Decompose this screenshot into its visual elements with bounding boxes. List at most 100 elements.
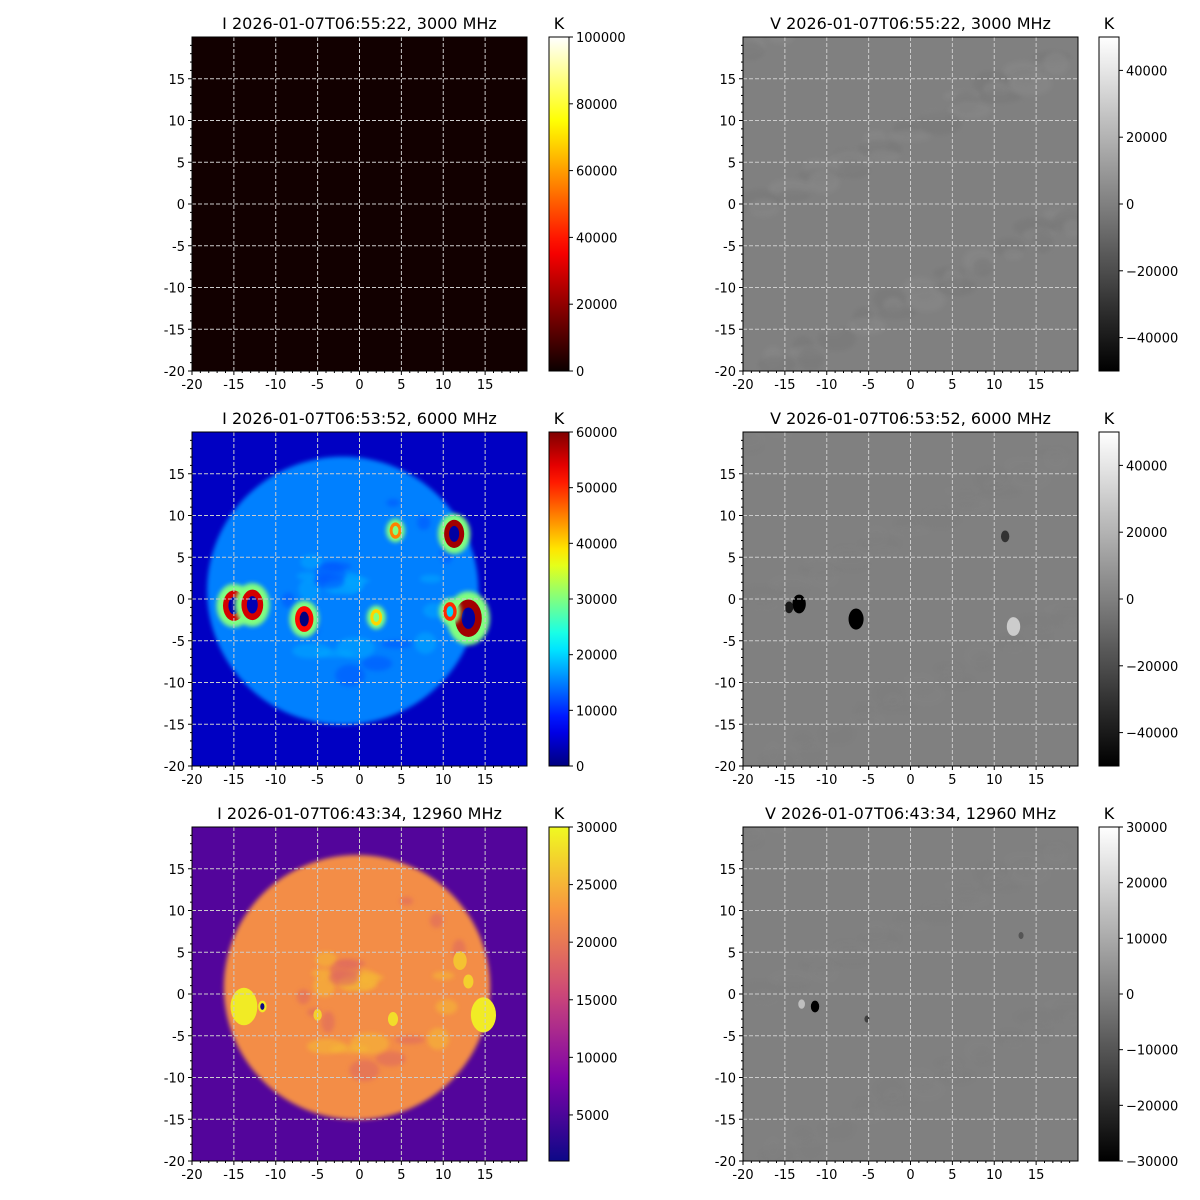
noise-texture — [808, 960, 840, 984]
panel-title: V 2026-01-07T06:43:34, 12960 MHz — [765, 804, 1056, 823]
x-tick-label: 0 — [906, 1168, 914, 1183]
noise-texture — [778, 584, 810, 596]
colorbar-tick-label: 60000 — [576, 165, 617, 180]
colorbar — [1098, 36, 1120, 372]
y-tick-label: 15 — [719, 468, 736, 483]
y-tick-label: -20 — [715, 760, 736, 775]
x-tick-label: 5 — [948, 1168, 956, 1183]
noise-texture — [798, 742, 824, 766]
x-tick-label: 10 — [986, 1168, 1003, 1183]
y-tick-label: 0 — [177, 198, 185, 213]
source-core — [392, 525, 399, 536]
disk-texture — [394, 1035, 426, 1045]
heatmap-image — [743, 432, 1078, 766]
colorbar-tick-label: 20000 — [576, 936, 617, 951]
y-tick-label: 10 — [168, 510, 185, 525]
x-tick-label: 15 — [477, 773, 494, 788]
x-tick-label: 10 — [435, 1168, 452, 1183]
colorbar-tick-label: 20000 — [576, 649, 617, 664]
noise-texture — [848, 1107, 886, 1125]
source-core — [260, 1003, 265, 1010]
colorbar-tick-label: 20000 — [1126, 526, 1167, 541]
y-tick-label: 15 — [168, 468, 185, 483]
colorbar-tick-label: −30000 — [1126, 1155, 1178, 1170]
x-tick-label: -15 — [223, 1168, 244, 1183]
noise-texture — [748, 989, 780, 1007]
noise-texture — [838, 950, 870, 968]
noise-texture — [973, 1048, 993, 1066]
x-tick-label: 10 — [986, 378, 1003, 393]
y-tick-label: -5 — [723, 635, 736, 650]
disk-texture — [417, 514, 431, 530]
y-tick-label: 0 — [728, 198, 736, 213]
noise-texture — [908, 1078, 946, 1102]
noise-texture — [798, 1137, 824, 1161]
noise-texture — [1033, 229, 1053, 253]
x-tick-label: 5 — [397, 773, 405, 788]
colorbar — [548, 826, 570, 1162]
y-tick-label: -15 — [164, 1113, 185, 1128]
noise-texture — [748, 594, 780, 612]
noise-texture — [748, 199, 780, 217]
noise-texture — [1033, 1019, 1053, 1043]
noise-texture — [758, 1146, 796, 1161]
noise-texture — [1043, 447, 1069, 471]
noise-texture — [818, 327, 856, 351]
y-tick-label: -20 — [164, 760, 185, 775]
noise-texture — [768, 827, 794, 834]
colorbar-tick-label: −20000 — [1126, 1099, 1178, 1114]
colorbar-tick-label: −20000 — [1126, 265, 1178, 280]
y-tick-label: -5 — [723, 1030, 736, 1045]
y-tick-label: 0 — [728, 988, 736, 1003]
x-tick-label: 10 — [986, 773, 1003, 788]
noise-texture — [758, 751, 796, 766]
noise-texture — [973, 258, 993, 276]
noise-texture — [1033, 624, 1053, 648]
noise-texture — [1043, 52, 1069, 76]
colorbar — [1098, 431, 1120, 767]
y-tick-label: 15 — [719, 863, 736, 878]
panel-4: -20 -15 -10 -5 0 5 10 15 -20 -15 -10 -5 0 5 10 15 I 2026… — [164, 804, 618, 1183]
disk-texture — [335, 664, 366, 687]
y-tick-label: 5 — [177, 946, 185, 961]
noise-texture — [848, 712, 886, 730]
source-core — [246, 596, 258, 614]
radio-source — [848, 608, 864, 630]
disk-texture — [435, 999, 458, 1015]
disk-texture — [361, 655, 393, 672]
x-tick-label: 15 — [477, 378, 494, 393]
colorbar-label: K — [554, 409, 565, 428]
colorbar-tick-label: 30000 — [576, 593, 617, 608]
y-tick-label: -15 — [164, 718, 185, 733]
noise-texture — [743, 437, 764, 455]
noise-texture — [1063, 614, 1078, 632]
noise-texture — [778, 979, 810, 991]
colorbar-tick-label: 100000 — [576, 31, 626, 46]
x-tick-label: 15 — [1028, 378, 1045, 393]
y-tick-label: 5 — [177, 551, 185, 566]
panel-title: I 2026-01-07T06:53:52, 6000 MHz — [222, 409, 497, 428]
colorbar-label: K — [1104, 804, 1115, 823]
disk-texture — [432, 971, 455, 980]
colorbar-tick-label: −40000 — [1126, 727, 1178, 742]
noise-texture — [948, 891, 992, 909]
disk-texture — [429, 912, 444, 928]
noise-texture — [1003, 1038, 1023, 1050]
y-tick-label: 10 — [719, 115, 736, 130]
panel-5: -20 -15 -10 -5 0 5 10 15 -20 -15 -10 -5 0 5 10 15 V 2026… — [715, 804, 1178, 1183]
y-tick-label: 10 — [168, 905, 185, 920]
disk-texture — [298, 578, 321, 601]
y-tick-label: -15 — [715, 323, 736, 338]
panel-title: V 2026-01-07T06:55:22, 3000 MHz — [770, 14, 1051, 33]
y-tick-label: -15 — [715, 718, 736, 733]
colorbar-tick-label: 0 — [1126, 988, 1134, 1003]
x-tick-label: 10 — [435, 378, 452, 393]
noise-texture — [1063, 219, 1078, 237]
y-tick-label: -15 — [715, 1113, 736, 1128]
x-tick-label: -20 — [181, 1168, 202, 1183]
radio-source — [230, 987, 258, 1026]
panel-3: -20 -15 -10 -5 0 5 10 15 -20 -15 -10 -5 0 5 10 15 V 2026… — [715, 409, 1178, 788]
x-tick-label: 5 — [397, 1168, 405, 1183]
y-tick-label: -5 — [172, 1030, 185, 1045]
